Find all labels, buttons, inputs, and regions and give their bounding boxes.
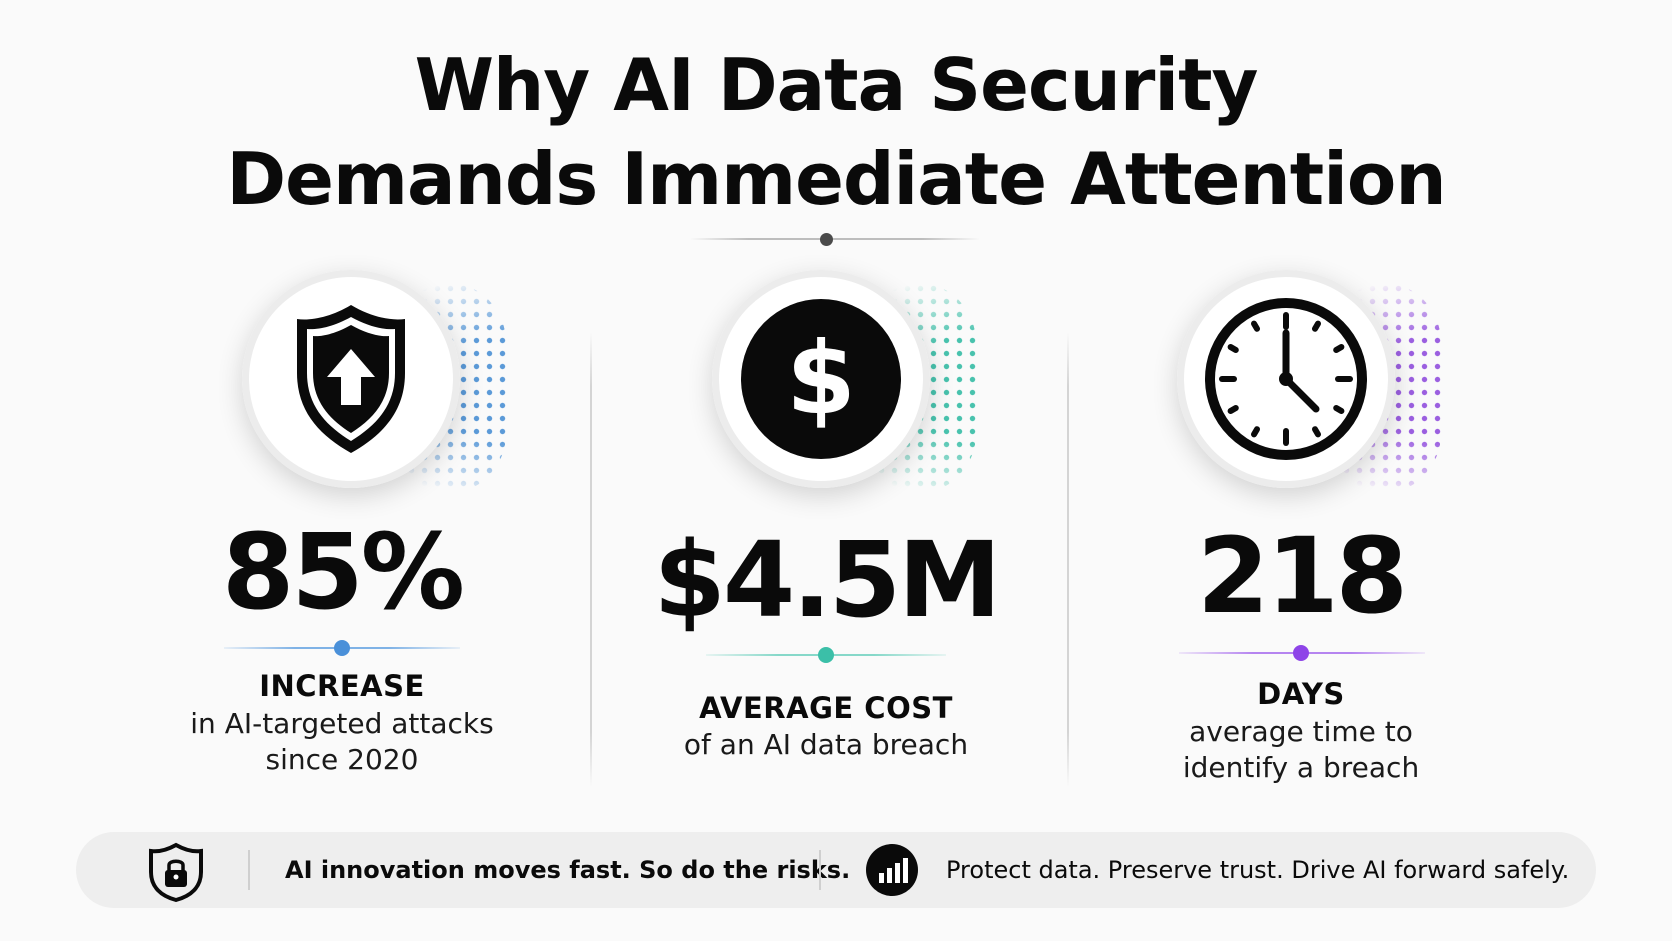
accent-dot xyxy=(818,647,834,663)
shield-arrow-up-icon xyxy=(297,305,405,453)
stat-description-line-1: average time to xyxy=(1189,715,1413,748)
stat-label: INCREASE xyxy=(259,669,425,703)
icon-circle xyxy=(1177,270,1395,488)
stat-description-line-1: in AI-targeted attacks xyxy=(190,707,494,740)
column-divider xyxy=(1067,332,1069,787)
shield-lock-icon xyxy=(149,842,203,902)
stat-description-line-2: identify a breach xyxy=(1182,751,1420,784)
title-line-1: Why AI Data Security xyxy=(414,43,1259,127)
stat-card-average-cost: $ $4.5M AVERAGE COST of an AI data breac… xyxy=(606,270,1046,790)
page-title: Why AI Data Security Demands Immediate A… xyxy=(0,38,1672,226)
footer-right-text: Protect data. Preserve trust. Drive AI f… xyxy=(946,856,1570,884)
svg-text:$: $ xyxy=(786,320,856,437)
stat-icon-badge xyxy=(242,270,506,506)
stat-card-days: 218 DAYS average time to identify a brea… xyxy=(1081,270,1521,790)
stat-description-line-1: of an AI data breach xyxy=(683,728,969,761)
accent-dot xyxy=(334,640,350,656)
accent-dot xyxy=(1293,645,1309,661)
title-divider-dot xyxy=(820,233,833,246)
stat-card-increase: 85% INCREASE in AI-targeted attacks sinc… xyxy=(122,270,562,790)
icon-circle xyxy=(242,270,460,488)
stat-icon-badge xyxy=(1177,270,1441,506)
bar-chart-icon xyxy=(866,844,918,896)
title-line-2: Demands Immediate Attention xyxy=(226,137,1446,221)
footer-banner: AI innovation moves fast. So do the risk… xyxy=(76,832,1596,908)
stat-icon-badge: $ xyxy=(712,270,976,506)
title-divider xyxy=(690,238,980,240)
dollar-coin-icon: $ xyxy=(741,299,901,459)
stat-description-line-2: since 2020 xyxy=(265,743,419,776)
column-divider xyxy=(590,332,592,787)
footer-divider xyxy=(248,850,250,890)
stat-value: 218 xyxy=(1196,515,1408,637)
stat-value: 85% xyxy=(222,511,465,633)
icon-circle: $ xyxy=(712,270,930,488)
stat-label: DAYS xyxy=(1257,677,1345,711)
footer-divider xyxy=(819,850,821,890)
footer-left-text: AI innovation moves fast. So do the risk… xyxy=(285,856,851,884)
stat-value: $4.5M xyxy=(653,519,1001,641)
stat-label: AVERAGE COST xyxy=(699,691,953,725)
clock-icon xyxy=(1205,298,1367,460)
